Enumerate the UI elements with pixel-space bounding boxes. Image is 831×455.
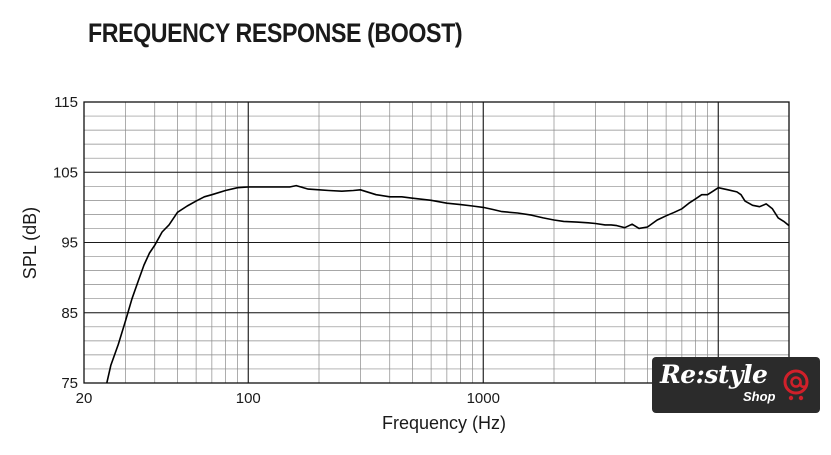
shopping-cart-at-icon [783,369,809,401]
logo-sub-text: Shop [743,389,776,404]
x-axis-label: Frequency (Hz) [382,413,506,433]
x-tick-label: 1000 [467,390,500,407]
plot-frame [83,101,790,384]
chart-title: FREQUENCY RESPONSE (BOOST) [88,18,463,48]
y-axis-label: SPL (dB) [20,207,40,279]
logo-brand-text: Re:style [660,360,768,389]
x-tick-label: 100 [236,390,261,407]
y-tick-label: 95 [61,235,78,252]
y-tick-label: 115 [54,94,78,111]
y-tick-label: 105 [53,164,78,181]
y-tick-label: 75 [61,375,78,392]
series-line-spl [106,184,790,384]
restyle-shop-logo: Re:style Shop [652,357,820,413]
y-tick-labels: 75 85 95 105 115 [53,94,78,392]
x-tick-label: 20 [76,390,93,407]
x-tick-labels: 20 100 1000 [76,390,500,407]
y-tick-label: 85 [61,305,78,322]
